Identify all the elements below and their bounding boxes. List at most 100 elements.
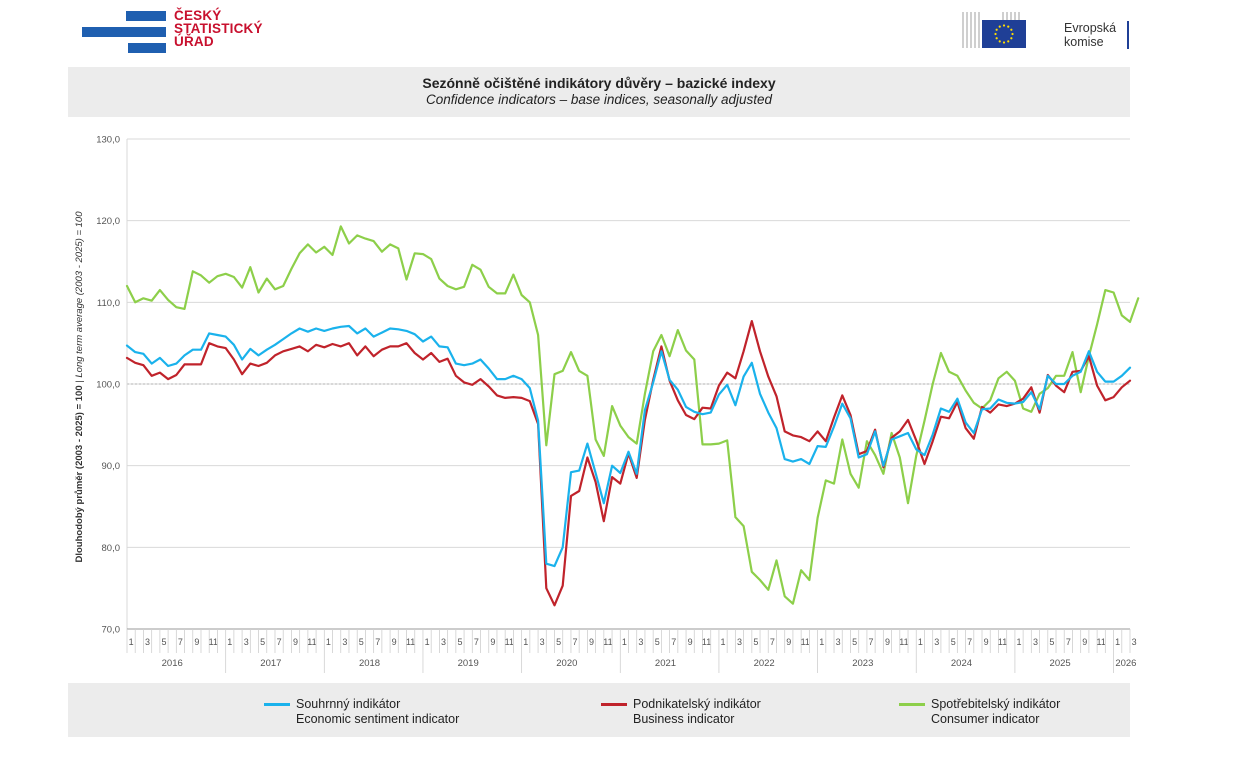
x-month-label: 11: [899, 637, 908, 647]
eu-star: [1010, 37, 1013, 40]
x-month-label: 7: [671, 637, 676, 647]
x-month-label: 7: [178, 637, 183, 647]
x-month-label: 3: [441, 637, 446, 647]
x-month-label: 3: [934, 637, 939, 647]
eu-star: [1002, 41, 1006, 44]
x-month-label: 3: [342, 637, 347, 647]
x-month-label: 9: [194, 637, 199, 647]
legend-label-economic-cz: Souhrnný indikátor: [296, 697, 401, 711]
czso-logo-text: ČESKÝ STATISTICKÝ ÚŘAD: [174, 8, 263, 49]
y-tick-label: 90,0: [102, 461, 121, 472]
legend: Souhrnný indikátor Economic sentiment in…: [68, 683, 1130, 737]
x-month-label: 3: [145, 637, 150, 647]
x-month-label: 3: [1132, 637, 1137, 647]
x-month-label: 9: [293, 637, 298, 647]
x-month-label: 9: [885, 637, 890, 647]
x-month-label: 1: [227, 637, 232, 647]
eu-commission-text: Evropská komise: [1064, 21, 1116, 49]
legend-label-business-cz: Podnikatelský indikátor: [633, 697, 761, 711]
x-month-label: 3: [244, 637, 249, 647]
x-month-label: 7: [277, 637, 282, 647]
logo-text-line1: ČESKÝ: [174, 8, 222, 23]
logo-text-line3: ÚŘAD: [174, 34, 214, 49]
series-lines: [125, 225, 1140, 607]
eu-flag-icon: [982, 20, 1026, 48]
building-icon: [962, 12, 982, 48]
x-month-label: 11: [998, 637, 1007, 647]
x-month-label: 5: [655, 637, 660, 647]
x-month-label: 1: [1017, 637, 1022, 647]
x-month-label: 7: [770, 637, 775, 647]
x-month-label: 5: [753, 637, 758, 647]
x-year-label: 2026: [1115, 658, 1136, 669]
x-month-label: 11: [505, 637, 514, 647]
x-axis: 1 3 5 7 9 11 1 3 5 7 9 11 1 3 5 7 9 11 1 3 5 7 9 11 1 3 5 7 9 11 1 3 5 7 9…: [126, 628, 1137, 673]
legend-item-consumer: Spotřebitelský indikátor Consumer indica…: [899, 697, 1060, 727]
x-month-label: 1: [721, 637, 726, 647]
x-month-label: 3: [638, 637, 643, 647]
logo-bar-2: [82, 27, 166, 37]
chart-title: Sezónně očištěné indikátory důvěry – baz…: [422, 75, 776, 91]
x-month-label: 11: [702, 637, 711, 647]
x-month-label: 3: [540, 637, 545, 647]
y-tick-label: 70,0: [102, 625, 121, 636]
y-axis-label-cz: Dlouhodobý průměr (2003 - 2025) = 100: [74, 385, 85, 562]
x-month-label: 7: [1066, 637, 1071, 647]
x-month-label: 1: [523, 637, 528, 647]
x-month-label: 5: [1049, 637, 1054, 647]
x-month-label: 3: [1033, 637, 1038, 647]
eu-star: [1011, 32, 1014, 36]
grid-lines: [126, 138, 1130, 630]
x-year-label: 2017: [260, 658, 281, 669]
x-month-label: 1: [819, 637, 824, 647]
x-month-label: 7: [869, 637, 874, 647]
x-year-label: 2016: [162, 658, 183, 669]
x-month-label: 11: [307, 637, 316, 647]
x-year-label: 2023: [852, 658, 873, 669]
x-year-label: 2018: [359, 658, 380, 669]
x-month-label: 1: [1115, 637, 1120, 647]
eu-star: [994, 32, 997, 36]
legend-swatch-economic: [264, 703, 290, 706]
logo-text-line2: STATISTICKÝ: [174, 21, 263, 36]
legend-swatch-consumer: [899, 703, 925, 706]
legend-label-economic-en: Economic sentiment indicator: [296, 712, 460, 726]
eu-star: [995, 28, 998, 31]
logo-bar-1: [126, 11, 166, 21]
x-month-label: 9: [688, 637, 693, 647]
x-month-label: 11: [801, 637, 810, 647]
y-tick-label: 80,0: [102, 543, 121, 554]
eu-star: [1002, 24, 1006, 27]
x-month-label: 7: [573, 637, 578, 647]
eu-text-line2: komise: [1064, 35, 1104, 49]
eu-star: [1007, 25, 1010, 28]
x-month-label: 9: [786, 637, 791, 647]
eu-commission-logo: Evropská komise: [962, 12, 1137, 52]
x-month-label: 9: [1082, 637, 1087, 647]
x-month-label: 3: [836, 637, 841, 647]
x-month-label: 5: [260, 637, 265, 647]
eu-star: [998, 40, 1001, 43]
x-month-label: 1: [918, 637, 923, 647]
eu-star: [1010, 28, 1013, 31]
y-tick-label: 120,0: [96, 216, 120, 227]
x-month-label: 11: [603, 637, 612, 647]
x-month-label: 1: [425, 637, 430, 647]
eu-stars-icon: [994, 24, 1014, 44]
eu-star: [998, 25, 1001, 28]
y-axis-label-en: Long term average (2003 - 2025) = 100: [74, 211, 85, 378]
x-month-label: 1: [129, 637, 134, 647]
y-tick-label: 100,0: [96, 380, 120, 391]
x-year-label: 2022: [754, 658, 775, 669]
x-month-label: 5: [556, 637, 561, 647]
x-month-label: 7: [967, 637, 972, 647]
x-year-label: 2021: [655, 658, 676, 669]
y-tick-labels: 70,0 80,0 90,0 100,0 110,0 120,0 130,0: [96, 135, 120, 636]
legend-label-consumer-en: Consumer indicator: [931, 712, 1040, 726]
legend-item-business: Podnikatelský indikátor Business indicat…: [601, 697, 761, 727]
x-month-label: 9: [392, 637, 397, 647]
x-month-label: 5: [161, 637, 166, 647]
y-tick-label: 110,0: [97, 298, 120, 309]
legend-swatch-business: [601, 703, 627, 706]
x-year-label: 2024: [951, 658, 972, 669]
